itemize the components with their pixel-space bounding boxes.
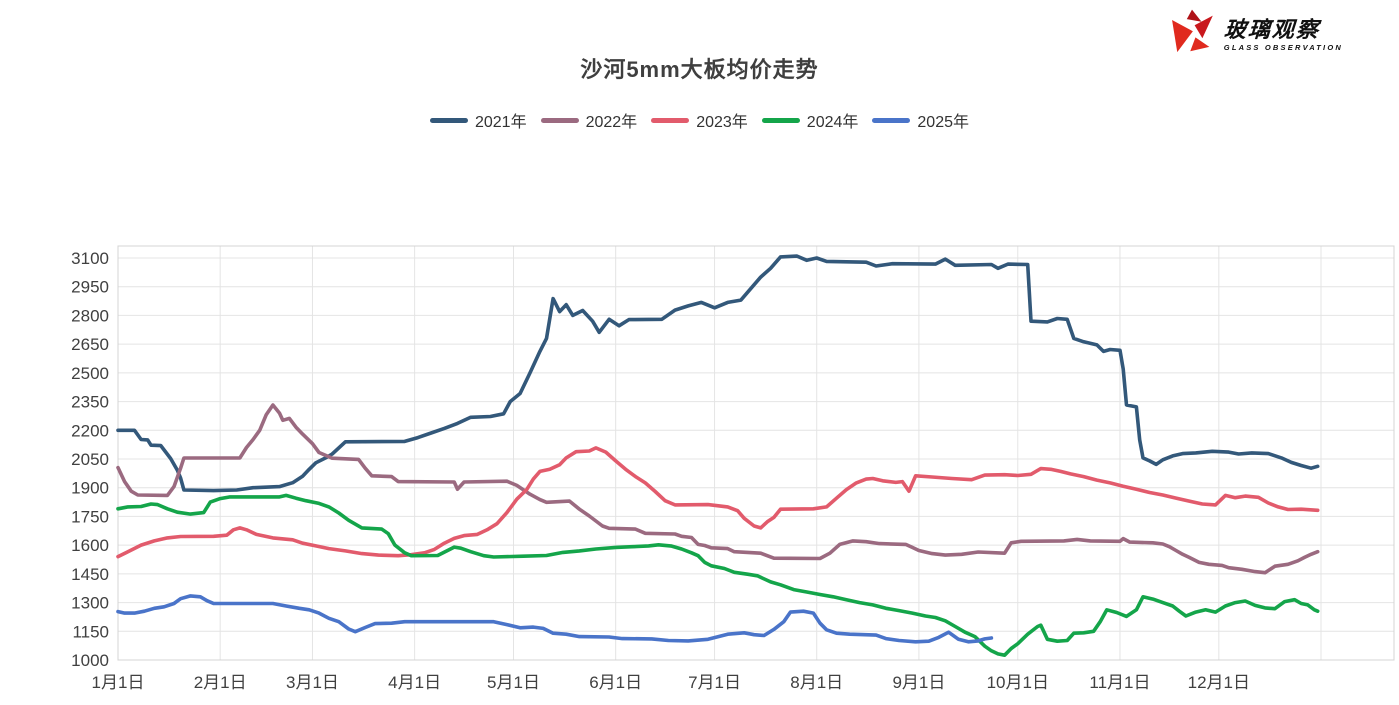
- x-axis-tick-label: 2月1日: [194, 673, 247, 692]
- legend-item-2021年: 2021年: [429, 108, 527, 132]
- legend-swatch-icon: [761, 117, 800, 123]
- x-axis-tick-label: 4月1日: [388, 673, 441, 692]
- legend-label: 2023年: [696, 114, 748, 131]
- chart-legend: 2021年 2022年 2023年 2024年 2025年: [0, 108, 1399, 132]
- legend-label: 2022年: [585, 114, 638, 131]
- glass-shard-logo-icon: [1166, 8, 1218, 63]
- legend-swatch-icon: [540, 117, 579, 123]
- series-line-2023年: [116, 446, 1320, 559]
- y-axis-tick-label: 2350: [71, 393, 109, 412]
- x-axis-tick-label: 7月1日: [688, 673, 741, 692]
- y-axis-tick-label: 2500: [71, 364, 109, 383]
- legend-label: 2024年: [806, 114, 859, 131]
- legend-swatch-icon: [429, 117, 468, 123]
- legend-label: 2025年: [917, 114, 970, 131]
- legend-item-2022年: 2022年: [540, 108, 638, 132]
- legend-label: 2021年: [474, 114, 527, 131]
- y-axis-tick-label: 2800: [71, 306, 109, 325]
- brand-name-en: GLASS OBSERVATION: [1223, 43, 1343, 53]
- y-axis-tick-label: 1900: [71, 479, 109, 498]
- legend-swatch-icon: [651, 117, 690, 123]
- x-axis-tick-label: 1月1日: [92, 673, 145, 692]
- legend-item-2024年: 2024年: [761, 108, 859, 132]
- x-axis-tick-label: 8月1日: [790, 673, 843, 692]
- x-axis-tick-label: 5月1日: [487, 673, 540, 692]
- legend-swatch-icon: [872, 117, 911, 123]
- x-axis-tick-label: 6月1日: [589, 673, 642, 692]
- y-axis-tick-label: 1150: [72, 622, 109, 641]
- y-axis-tick-label: 2050: [71, 450, 109, 469]
- brand-logo: 玻璃观察 GLASS OBSERVATION: [1166, 8, 1343, 63]
- y-axis-tick-label: 1750: [71, 507, 109, 526]
- x-axis-tick-label: 12月1日: [1188, 673, 1250, 692]
- x-axis-tick-label: 9月1日: [892, 673, 945, 692]
- series-line-2025年: [116, 594, 994, 644]
- y-axis-tick-label: 1600: [71, 536, 109, 555]
- legend-item-2023年: 2023年: [651, 108, 748, 132]
- y-axis-tick-label: 1450: [71, 565, 109, 584]
- x-axis-tick-label: 11月1日: [1089, 673, 1150, 692]
- plot-border: [117, 245, 1395, 661]
- y-axis-tick-label: 2200: [71, 421, 109, 440]
- y-axis-tick-label: 2950: [71, 278, 109, 297]
- y-axis-tick-label: 3100: [71, 249, 109, 268]
- page-title: 沙河5mm大板均价走势: [580, 57, 819, 82]
- legend-item-2025年: 2025年: [872, 108, 969, 132]
- y-axis-tick-label: 1000: [71, 651, 109, 670]
- y-axis-tick-label: 1300: [71, 594, 109, 613]
- y-axis-tick-label: 2650: [71, 335, 109, 354]
- series-line-2022年: [116, 403, 1320, 575]
- series-line-2021年: [116, 254, 1320, 493]
- series-line-2024年: [116, 493, 1320, 658]
- x-axis-tick-label: 3月1日: [286, 673, 339, 692]
- brand-logo-text: 玻璃观察 GLASS OBSERVATION: [1223, 17, 1343, 53]
- x-axis-tick-label: 10月1日: [987, 673, 1049, 692]
